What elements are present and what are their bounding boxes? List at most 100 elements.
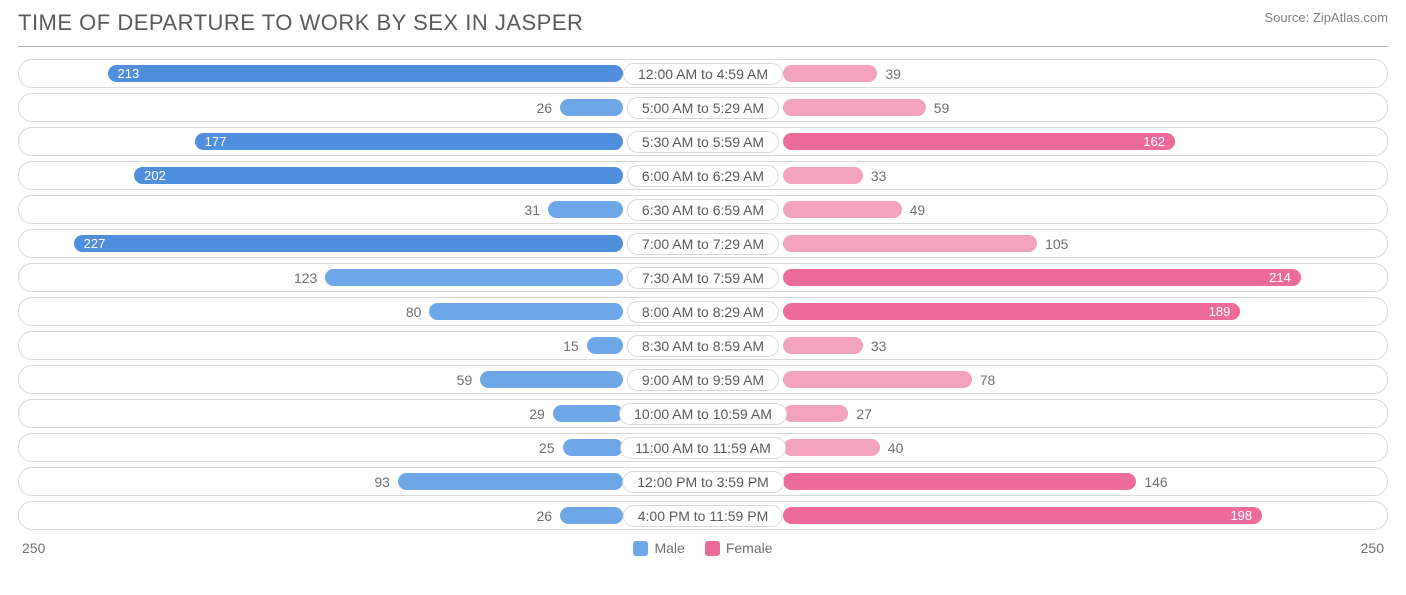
bar-female xyxy=(783,439,880,456)
legend-label-female: Female xyxy=(726,540,773,556)
bar-value-male: 123 xyxy=(286,270,325,286)
bar-half-male: 26 xyxy=(19,94,703,121)
bar-value-male: 29 xyxy=(521,406,553,422)
category-label: 10:00 AM to 10:59 AM xyxy=(619,403,787,425)
category-label: 7:30 AM to 7:59 AM xyxy=(627,267,779,289)
bar-value-female: 33 xyxy=(863,168,895,184)
axis-max-left: 250 xyxy=(22,540,45,556)
bar-male xyxy=(553,405,623,422)
source-site: ZipAtlas.com xyxy=(1313,10,1388,25)
source-prefix: Source: xyxy=(1264,10,1312,25)
bar-half-female: 78 xyxy=(703,366,1387,393)
bar-value-male: 80 xyxy=(398,304,430,320)
diverging-bar-chart: 2133912:00 AM to 4:59 AM26595:00 AM to 5… xyxy=(18,59,1388,530)
category-label: 11:00 AM to 11:59 AM xyxy=(620,437,786,459)
bar-female: 198 xyxy=(783,507,1262,524)
chart-row: 202 33 6:00 AM to 6:29 AM xyxy=(18,161,1388,190)
bar-male: 227 xyxy=(74,235,623,252)
bar-half-male: 177 xyxy=(19,128,703,155)
bar-male: 202 xyxy=(134,167,623,184)
chart-row: 29 2710:00 AM to 10:59 AM xyxy=(18,399,1388,428)
bar-value-female: 162 xyxy=(1143,134,1165,149)
bar-male: 213 xyxy=(108,65,623,82)
bar-half-male: 15 xyxy=(19,332,703,359)
bar-value-male: 227 xyxy=(84,236,106,251)
bar-value-female: 78 xyxy=(972,372,1004,388)
bar-half-male: 31 xyxy=(19,196,703,223)
bar-value-male: 177 xyxy=(205,134,227,149)
legend-item-female: Female xyxy=(705,540,773,556)
bar-male xyxy=(480,371,623,388)
bar-half-female: 39 xyxy=(703,60,1387,87)
bar-half-female: 198 xyxy=(703,502,1387,529)
bar-value-female: 39 xyxy=(877,66,909,82)
chart-row: 227 105 7:00 AM to 7:29 AM xyxy=(18,229,1388,258)
bar-half-female: 214 xyxy=(703,264,1387,291)
bar-half-female: 40 xyxy=(703,434,1387,461)
bar-female: 162 xyxy=(783,133,1175,150)
bar-half-female: 146 xyxy=(703,468,1387,495)
chart-source: Source: ZipAtlas.com xyxy=(1264,10,1388,25)
bar-value-male: 93 xyxy=(366,474,398,490)
chart-header: TIME OF DEPARTURE TO WORK BY SEX IN JASP… xyxy=(18,10,1388,47)
bar-value-male: 213 xyxy=(118,66,140,81)
chart-row: 1771625:30 AM to 5:59 AM xyxy=(18,127,1388,156)
category-label: 9:00 AM to 9:59 AM xyxy=(627,369,779,391)
bar-female xyxy=(783,235,1037,252)
bar-value-female: 105 xyxy=(1037,236,1076,252)
chart-row: 31 49 6:30 AM to 6:59 AM xyxy=(18,195,1388,224)
bar-male xyxy=(560,507,623,524)
bar-half-female: 49 xyxy=(703,196,1387,223)
bar-half-male: 213 xyxy=(19,60,703,87)
category-label: 4:00 PM to 11:59 PM xyxy=(623,505,783,527)
category-label: 6:30 AM to 6:59 AM xyxy=(627,199,779,221)
bar-value-female: 146 xyxy=(1136,474,1175,490)
bar-half-female: 33 xyxy=(703,162,1387,189)
bar-value-male: 59 xyxy=(449,372,481,388)
chart-row: 59 78 9:00 AM to 9:59 AM xyxy=(18,365,1388,394)
bar-male xyxy=(587,337,623,354)
chart-row: 15 33 8:30 AM to 8:59 AM xyxy=(18,331,1388,360)
bar-half-male: 202 xyxy=(19,162,703,189)
bar-female: 189 xyxy=(783,303,1240,320)
bar-half-male: 26 xyxy=(19,502,703,529)
chart-row: 123 2147:30 AM to 7:59 AM xyxy=(18,263,1388,292)
axis-max-right: 250 xyxy=(1361,540,1384,556)
bar-value-male: 202 xyxy=(144,168,166,183)
chart-row: 213 39 12:00 AM to 4:59 AM xyxy=(18,59,1388,88)
bar-half-female: 27 xyxy=(703,400,1387,427)
legend-swatch-female xyxy=(705,541,720,556)
bar-value-female: 40 xyxy=(880,440,912,456)
chart-row: 26 1984:00 PM to 11:59 PM xyxy=(18,501,1388,530)
chart-title: TIME OF DEPARTURE TO WORK BY SEX IN JASP… xyxy=(18,10,583,36)
bar-half-female: 33 xyxy=(703,332,1387,359)
chart-legend: Male Female xyxy=(633,540,772,556)
bar-half-male: 25 xyxy=(19,434,703,461)
category-label: 12:00 AM to 4:59 AM xyxy=(623,63,783,85)
bar-half-male: 59 xyxy=(19,366,703,393)
bar-half-male: 227 xyxy=(19,230,703,257)
bar-value-male: 31 xyxy=(516,202,548,218)
bar-female xyxy=(783,337,863,354)
bar-female xyxy=(783,99,926,116)
category-label: 12:00 PM to 3:59 PM xyxy=(622,471,784,493)
category-label: 6:00 AM to 6:29 AM xyxy=(627,165,779,187)
bar-half-male: 80 xyxy=(19,298,703,325)
legend-item-male: Male xyxy=(633,540,684,556)
category-label: 8:30 AM to 8:59 AM xyxy=(627,335,779,357)
bar-value-male: 15 xyxy=(555,338,587,354)
bar-value-female: 49 xyxy=(902,202,934,218)
legend-label-male: Male xyxy=(654,540,684,556)
legend-swatch-male xyxy=(633,541,648,556)
category-label: 7:00 AM to 7:29 AM xyxy=(627,233,779,255)
bar-value-female: 33 xyxy=(863,338,895,354)
bar-value-male: 25 xyxy=(531,440,563,456)
bar-male xyxy=(429,303,623,320)
bar-half-male: 123 xyxy=(19,264,703,291)
chart-row: 25 40 11:00 AM to 11:59 AM xyxy=(18,433,1388,462)
bar-half-male: 29 xyxy=(19,400,703,427)
bar-half-male: 93 xyxy=(19,468,703,495)
bar-male xyxy=(398,473,623,490)
bar-female xyxy=(783,167,863,184)
chart-row: 801898:00 AM to 8:29 AM xyxy=(18,297,1388,326)
